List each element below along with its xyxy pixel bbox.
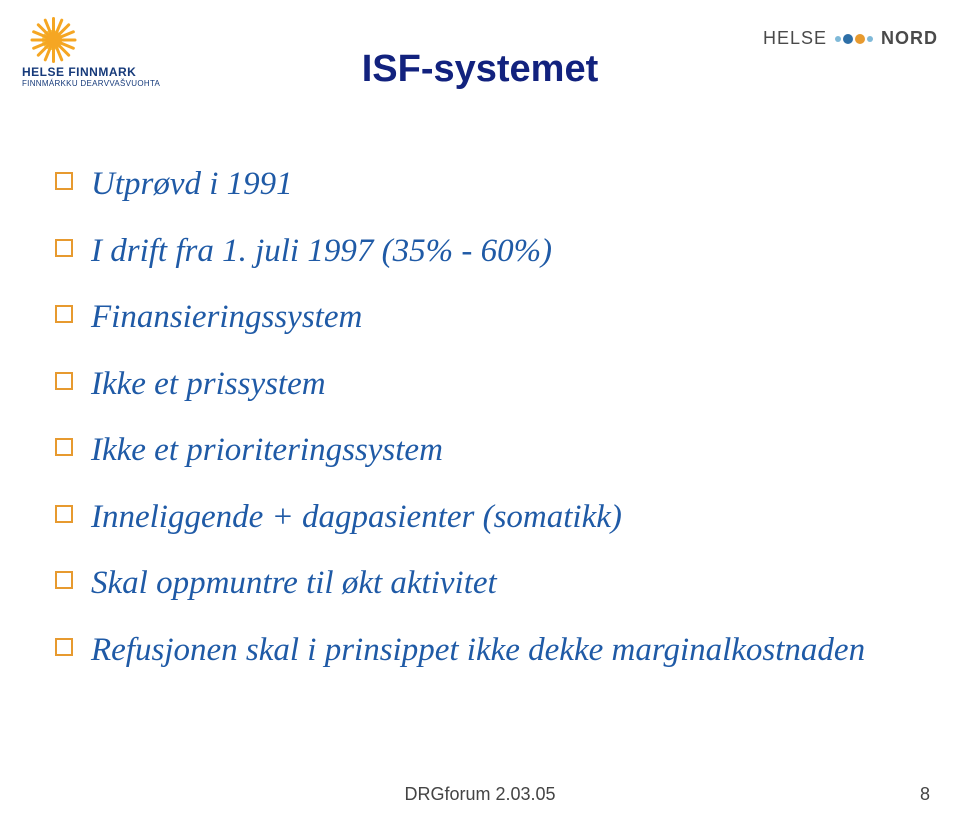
bullet-marker-icon	[55, 305, 73, 323]
slide: HELSE FINNMARK FINNMÁRKKU DEARVVAŠVUOHTA…	[0, 0, 960, 823]
logo-helse-nord: HELSE NORD	[763, 28, 938, 49]
bullet-marker-icon	[55, 638, 73, 656]
bullet-text: Ikke et prissystem	[91, 362, 326, 407]
list-item: Ikke et prioriteringssystem	[55, 428, 905, 473]
bullet-marker-icon	[55, 505, 73, 523]
dot-icon	[843, 34, 853, 44]
bullet-text: Skal oppmuntre til økt aktivitet	[91, 561, 497, 606]
list-item: Inneliggende + dagpasienter (somatikk)	[55, 495, 905, 540]
list-item: Ikke et prissystem	[55, 362, 905, 407]
footer-center: DRGforum 2.03.05	[0, 784, 960, 805]
bullet-list: Utprøvd i 1991 I drift fra 1. juli 1997 …	[55, 162, 905, 694]
dot-icon	[835, 36, 841, 42]
dots-icon	[835, 34, 873, 44]
list-item: Finansieringssystem	[55, 295, 905, 340]
bullet-text: Utprøvd i 1991	[91, 162, 293, 207]
bullet-text: Refusjonen skal i prinsippet ikke dekke …	[91, 628, 865, 673]
bullet-text: Finansieringssystem	[91, 295, 362, 340]
slide-title: ISF-systemet	[0, 48, 960, 91]
list-item: I drift fra 1. juli 1997 (35% - 60%)	[55, 229, 905, 274]
bullet-text: Ikke et prioriteringssystem	[91, 428, 443, 473]
list-item: Skal oppmuntre til økt aktivitet	[55, 561, 905, 606]
logo-right-nord: NORD	[881, 28, 938, 49]
list-item: Utprøvd i 1991	[55, 162, 905, 207]
bullet-marker-icon	[55, 372, 73, 390]
logo-right-helse: HELSE	[763, 28, 827, 49]
footer-page-number: 8	[920, 784, 930, 805]
dot-icon	[867, 36, 873, 42]
bullet-text: I drift fra 1. juli 1997 (35% - 60%)	[91, 229, 552, 274]
bullet-marker-icon	[55, 571, 73, 589]
bullet-marker-icon	[55, 438, 73, 456]
bullet-marker-icon	[55, 239, 73, 257]
dot-icon	[855, 34, 865, 44]
bullet-marker-icon	[55, 172, 73, 190]
bullet-text: Inneliggende + dagpasienter (somatikk)	[91, 495, 622, 540]
list-item: Refusjonen skal i prinsippet ikke dekke …	[55, 628, 905, 673]
